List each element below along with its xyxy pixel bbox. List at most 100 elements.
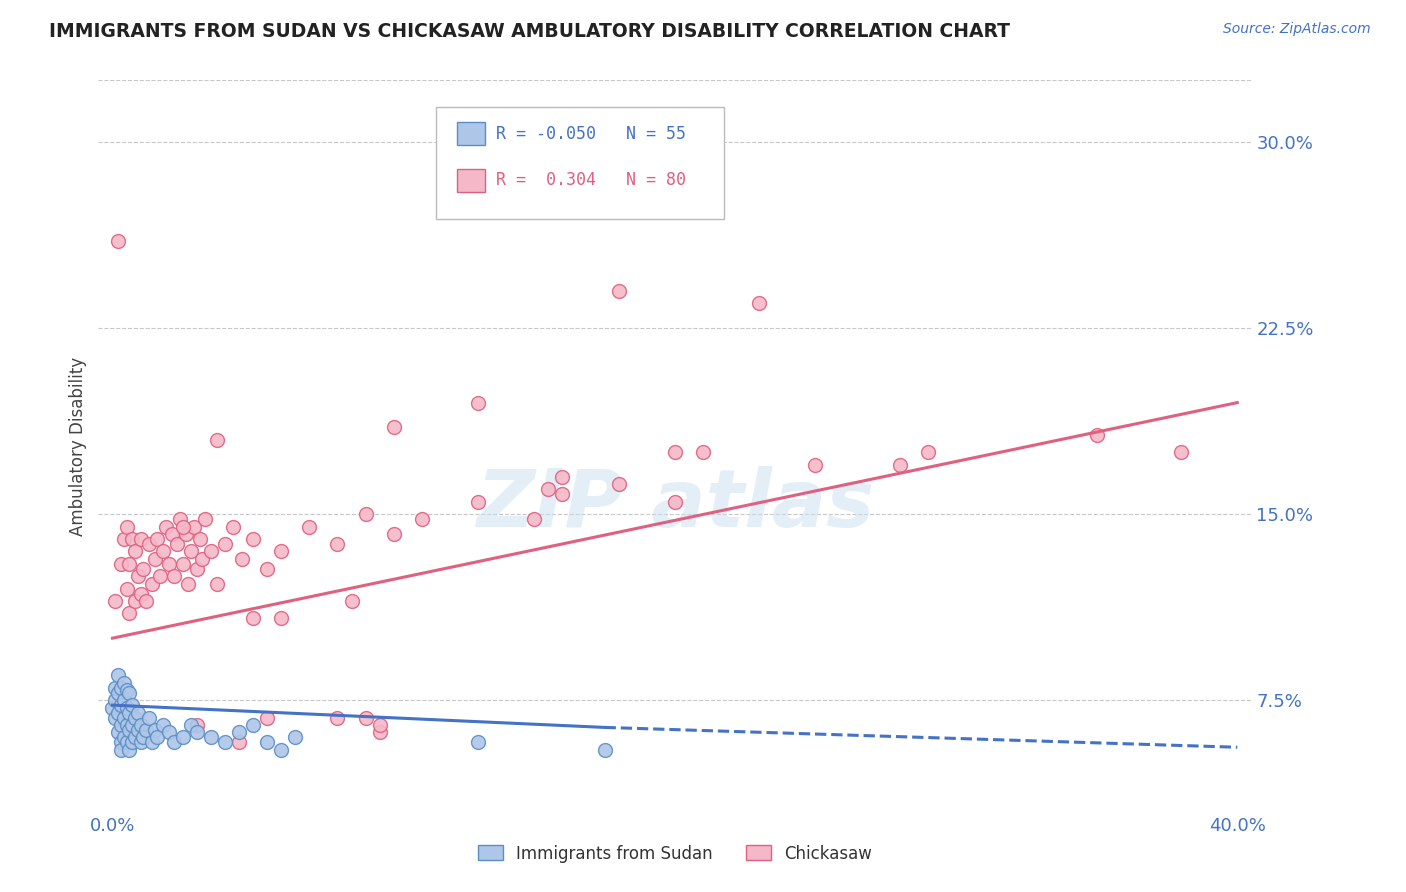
Point bbox=[242, 532, 264, 546]
Point bbox=[104, 710, 127, 724]
Point bbox=[107, 706, 129, 720]
Point bbox=[112, 532, 135, 546]
Point bbox=[121, 698, 143, 712]
Point bbox=[194, 512, 217, 526]
Point bbox=[889, 458, 911, 472]
Point bbox=[143, 551, 166, 566]
Point bbox=[141, 735, 163, 749]
Point bbox=[152, 544, 174, 558]
Point bbox=[146, 731, 169, 745]
Point bbox=[177, 576, 200, 591]
Point bbox=[270, 611, 292, 625]
Point bbox=[110, 557, 132, 571]
Point bbox=[127, 723, 149, 737]
Point bbox=[129, 718, 152, 732]
Point bbox=[467, 495, 489, 509]
Point bbox=[256, 735, 278, 749]
Point bbox=[270, 544, 292, 558]
Point bbox=[607, 477, 630, 491]
Point bbox=[118, 723, 141, 737]
Point bbox=[107, 725, 129, 739]
Point bbox=[112, 693, 135, 707]
Point bbox=[110, 735, 132, 749]
Point bbox=[551, 487, 574, 501]
Point bbox=[115, 700, 138, 714]
Point bbox=[523, 512, 546, 526]
Point bbox=[107, 686, 129, 700]
Point bbox=[537, 483, 560, 497]
Point bbox=[155, 519, 177, 533]
Point bbox=[127, 706, 149, 720]
Point bbox=[143, 723, 166, 737]
Point bbox=[152, 718, 174, 732]
Point bbox=[132, 562, 155, 576]
Point bbox=[242, 718, 264, 732]
Point bbox=[664, 445, 686, 459]
Point bbox=[270, 743, 292, 757]
Text: IMMIGRANTS FROM SUDAN VS CHICKASAW AMBULATORY DISABILITY CORRELATION CHART: IMMIGRANTS FROM SUDAN VS CHICKASAW AMBUL… bbox=[49, 22, 1010, 41]
Point bbox=[118, 557, 141, 571]
Point bbox=[104, 594, 127, 608]
Point bbox=[110, 718, 132, 732]
Point bbox=[129, 735, 152, 749]
Point bbox=[231, 551, 253, 566]
Point bbox=[138, 710, 160, 724]
Point bbox=[121, 532, 143, 546]
Point bbox=[112, 675, 135, 690]
Point bbox=[172, 519, 194, 533]
Point bbox=[382, 527, 405, 541]
Point bbox=[141, 576, 163, 591]
Point bbox=[124, 731, 146, 745]
Point bbox=[129, 586, 152, 600]
Point bbox=[166, 537, 188, 551]
Point bbox=[191, 551, 214, 566]
Point bbox=[118, 607, 141, 621]
Point bbox=[124, 710, 146, 724]
Point bbox=[121, 718, 143, 732]
Point bbox=[214, 537, 236, 551]
Point bbox=[467, 395, 489, 409]
Text: R = -0.050   N = 55: R = -0.050 N = 55 bbox=[496, 125, 686, 143]
Point bbox=[664, 495, 686, 509]
Point bbox=[118, 743, 141, 757]
Point bbox=[205, 433, 228, 447]
Point bbox=[186, 718, 208, 732]
Point bbox=[115, 519, 138, 533]
Point bbox=[104, 681, 127, 695]
Point bbox=[354, 710, 377, 724]
Point bbox=[149, 569, 172, 583]
Point bbox=[411, 512, 433, 526]
Point bbox=[124, 594, 146, 608]
Point bbox=[1085, 427, 1108, 442]
Point bbox=[340, 594, 363, 608]
Point bbox=[180, 544, 202, 558]
Point bbox=[127, 569, 149, 583]
Point bbox=[115, 582, 138, 596]
Point bbox=[326, 710, 349, 724]
Point bbox=[124, 544, 146, 558]
Point bbox=[256, 562, 278, 576]
Point bbox=[593, 743, 616, 757]
Point bbox=[146, 532, 169, 546]
Point bbox=[917, 445, 939, 459]
Point bbox=[748, 296, 770, 310]
Point bbox=[138, 537, 160, 551]
Point bbox=[118, 706, 141, 720]
Point bbox=[607, 284, 630, 298]
Point bbox=[107, 668, 129, 682]
Point bbox=[205, 576, 228, 591]
Point bbox=[200, 544, 222, 558]
Point bbox=[186, 562, 208, 576]
Point bbox=[551, 470, 574, 484]
Point bbox=[101, 700, 124, 714]
Point bbox=[200, 731, 222, 745]
Point bbox=[129, 532, 152, 546]
Point bbox=[368, 718, 391, 732]
Point bbox=[110, 698, 132, 712]
Text: Source: ZipAtlas.com: Source: ZipAtlas.com bbox=[1223, 22, 1371, 37]
Point bbox=[804, 458, 827, 472]
Point bbox=[172, 557, 194, 571]
Point bbox=[298, 519, 321, 533]
Point bbox=[326, 537, 349, 551]
Point bbox=[228, 725, 250, 739]
